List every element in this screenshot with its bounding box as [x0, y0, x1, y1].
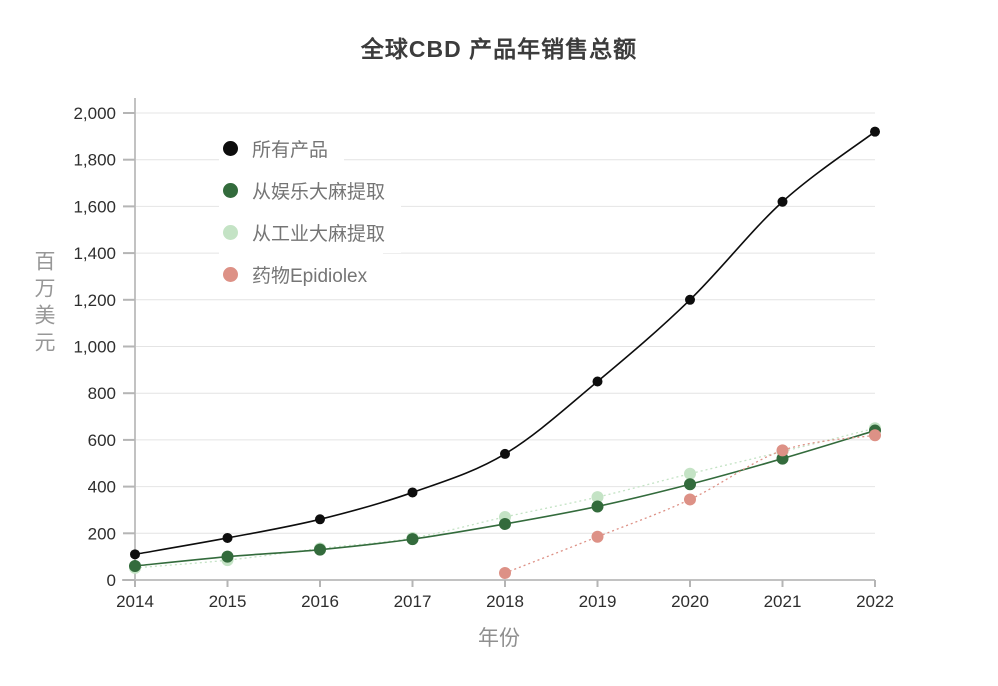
legend-item-2: 从工业大麻提取 [219, 211, 402, 253]
x-tick-label: 2015 [209, 592, 247, 611]
x-tick-label: 2018 [486, 592, 524, 611]
legend-label: 从娱乐大麻提取 [252, 181, 386, 203]
legend-label: 药物Epidiolex [252, 265, 368, 287]
x-tick-label: 2021 [764, 592, 802, 611]
data-point [591, 500, 604, 513]
chart-title: 全球CBD 产品年销售总额 [360, 36, 638, 62]
data-point [407, 487, 418, 498]
legend-item-3: 药物Epidiolex [219, 253, 384, 295]
legend-dot-icon [223, 182, 238, 198]
y-tick-label: 1,600 [73, 197, 116, 216]
y-tick-label: 800 [88, 384, 116, 403]
data-point [222, 532, 233, 543]
data-point [684, 467, 696, 480]
x-tick-label: 2022 [856, 592, 894, 611]
data-point [684, 478, 696, 491]
x-tick-label: 2019 [579, 592, 617, 611]
y-tick-label: 200 [88, 524, 116, 543]
data-point [591, 530, 604, 543]
data-point [777, 196, 788, 207]
data-point [500, 448, 510, 459]
y-tick-label: 1,000 [73, 338, 116, 357]
legend-label: 所有产品 [252, 139, 329, 161]
data-point [315, 514, 325, 525]
legend-item-0: 所有产品 [219, 127, 345, 169]
data-point [776, 444, 789, 457]
y-axis-title: 百万美元 [32, 250, 55, 358]
y-tick-label: 1,800 [73, 151, 116, 170]
y-tick-label: 1,400 [73, 244, 116, 263]
x-tick-label: 2014 [116, 592, 154, 611]
y-tick-label: 0 [107, 571, 116, 590]
legend-dot-icon [223, 224, 238, 240]
data-point [592, 376, 603, 387]
y-tick-label: 2,000 [73, 104, 116, 123]
data-point [129, 559, 141, 572]
data-point [685, 294, 695, 305]
y-tick-label: 1,200 [73, 291, 116, 310]
legend-label: 从工业大麻提取 [252, 223, 386, 245]
data-point [314, 543, 326, 556]
data-point [869, 429, 881, 442]
series-line-0 [134, 131, 876, 556]
x-tick-label: 2016 [301, 592, 339, 611]
legend-item-1: 从娱乐大麻提取 [219, 169, 402, 211]
y-tick-label: 600 [88, 431, 116, 450]
legend-dot-icon [223, 266, 238, 282]
data-point [499, 517, 511, 530]
x-tick-label: 2020 [671, 592, 709, 611]
x-axis-title: 年份 [478, 627, 520, 650]
series-line-2 [134, 427, 876, 569]
data-point [870, 126, 880, 137]
data-point [221, 550, 234, 563]
y-tick-label: 400 [88, 478, 116, 497]
data-point [591, 491, 604, 504]
legend-dot-icon [223, 140, 238, 156]
x-tick-label: 2017 [394, 592, 432, 611]
data-point [130, 549, 140, 560]
data-point [499, 566, 511, 579]
data-point [406, 533, 419, 546]
chart-legend: 所有产品从娱乐大麻提取 从工业大麻提取 药物Epidiolex [219, 127, 402, 295]
data-point [684, 493, 696, 506]
